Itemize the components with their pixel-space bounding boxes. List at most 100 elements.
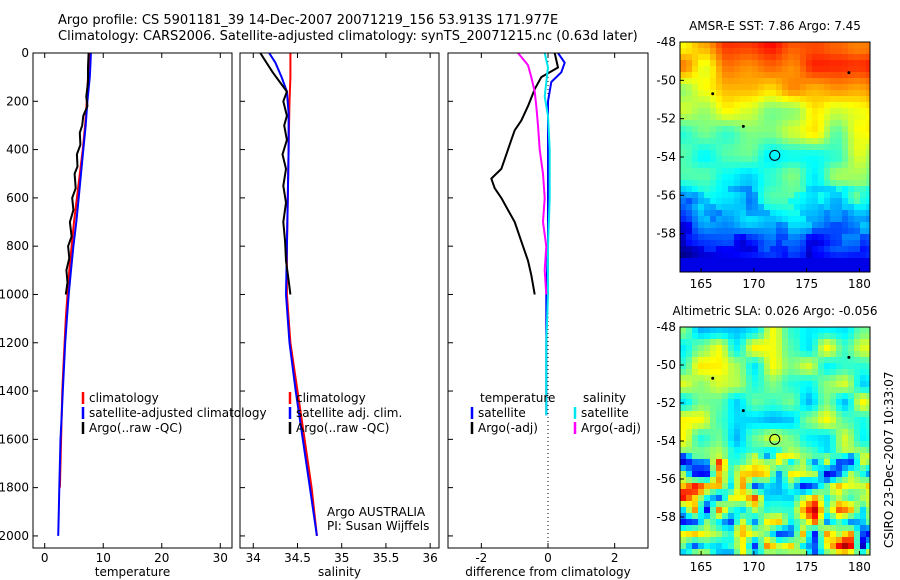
heat-cell [806, 222, 813, 229]
heat-cell [818, 417, 825, 424]
heat-cell [722, 258, 729, 265]
heat-cell [824, 483, 831, 490]
heat-cell [722, 525, 729, 532]
heat-cell [752, 501, 759, 508]
heat-cell [836, 138, 843, 145]
heat-cell [818, 441, 825, 448]
heat-cell [860, 204, 867, 211]
heat-cell [710, 507, 717, 514]
heat-cell [866, 150, 870, 157]
heat-cell [782, 405, 789, 412]
heat-cell [812, 66, 819, 73]
legend-entry: climatology [89, 391, 159, 405]
heat-cell [746, 192, 753, 199]
heat-cell [758, 186, 765, 193]
heat-cell [692, 270, 699, 272]
heat-cell [698, 72, 705, 79]
heat-cell [830, 108, 837, 115]
heat-cell [758, 537, 765, 544]
heat-cell [728, 108, 735, 115]
heat-cell [734, 477, 741, 484]
heat-cell [830, 351, 837, 358]
heat-cell [830, 228, 837, 235]
heat-cell [794, 519, 801, 526]
heat-cell [752, 345, 759, 352]
x-tick-label: 34 [246, 551, 261, 565]
heat-cell [824, 150, 831, 157]
heat-cell [770, 102, 777, 109]
heat-cell [830, 186, 837, 193]
heat-cell [680, 531, 687, 538]
heat-cell [716, 465, 723, 472]
heat-cell [782, 477, 789, 484]
heat-cell [728, 339, 735, 346]
heat-cell [854, 210, 861, 217]
heat-cell [782, 60, 789, 67]
heat-cell [758, 168, 765, 175]
heat-cell [812, 48, 819, 55]
heat-cell [716, 549, 723, 555]
heat-cell [812, 327, 819, 334]
heat-cell [806, 423, 813, 430]
heat-cell [848, 363, 855, 370]
heat-cell [752, 495, 759, 502]
heat-cell [824, 204, 831, 211]
heat-cell [716, 66, 723, 73]
heat-cell [794, 228, 801, 235]
heat-cell [812, 192, 819, 199]
heat-cell [728, 198, 735, 205]
heat-cell [800, 258, 807, 265]
heat-cell [800, 471, 807, 478]
heat-cell [842, 369, 849, 376]
heat-cell [824, 132, 831, 139]
heat-cell [782, 264, 789, 271]
heat-cell [728, 369, 735, 376]
heat-cell [806, 60, 813, 67]
float-position-marker [769, 433, 781, 445]
heat-cell [818, 258, 825, 265]
heat-cell [752, 489, 759, 496]
heat-cell [764, 174, 771, 181]
heat-cell [770, 198, 777, 205]
heat-cell [824, 222, 831, 229]
heat-cell [830, 192, 837, 199]
x-tick-label: 35 [334, 551, 349, 565]
heat-cell [866, 66, 870, 73]
heat-cell [788, 411, 795, 418]
heat-cell [806, 120, 813, 127]
heat-cell [806, 126, 813, 133]
heat-cell [812, 234, 819, 241]
heat-cell [716, 192, 723, 199]
heat-cell [740, 357, 747, 364]
heat-cell [848, 102, 855, 109]
heat-cell [746, 363, 753, 370]
heat-cell [752, 381, 759, 388]
heat-cell [722, 114, 729, 121]
heat-cell [752, 513, 759, 520]
heat-cell [734, 333, 741, 340]
heat-cell [770, 363, 777, 370]
heat-cell [836, 423, 843, 430]
heat-cell [692, 525, 699, 532]
heat-cell [752, 519, 759, 526]
heat-cell [818, 453, 825, 460]
y-tick-label: 1200 [0, 336, 29, 350]
heat-cell [776, 270, 783, 272]
heat-cell [746, 327, 753, 334]
heat-cell [794, 471, 801, 478]
heat-cell [722, 369, 729, 376]
heat-cell [860, 411, 867, 418]
heat-cell [800, 513, 807, 520]
heat-cell [698, 234, 705, 241]
heat-cell [794, 114, 801, 121]
heat-cell [836, 174, 843, 181]
heat-cell [860, 399, 867, 406]
heat-cell [830, 162, 837, 169]
heat-cell [776, 387, 783, 394]
heat-cell [698, 417, 705, 424]
heat-cell [752, 417, 759, 424]
heat-cell [746, 258, 753, 265]
heat-cell [776, 120, 783, 127]
heat-cell [752, 405, 759, 412]
x-tick-label: 30 [213, 551, 228, 565]
